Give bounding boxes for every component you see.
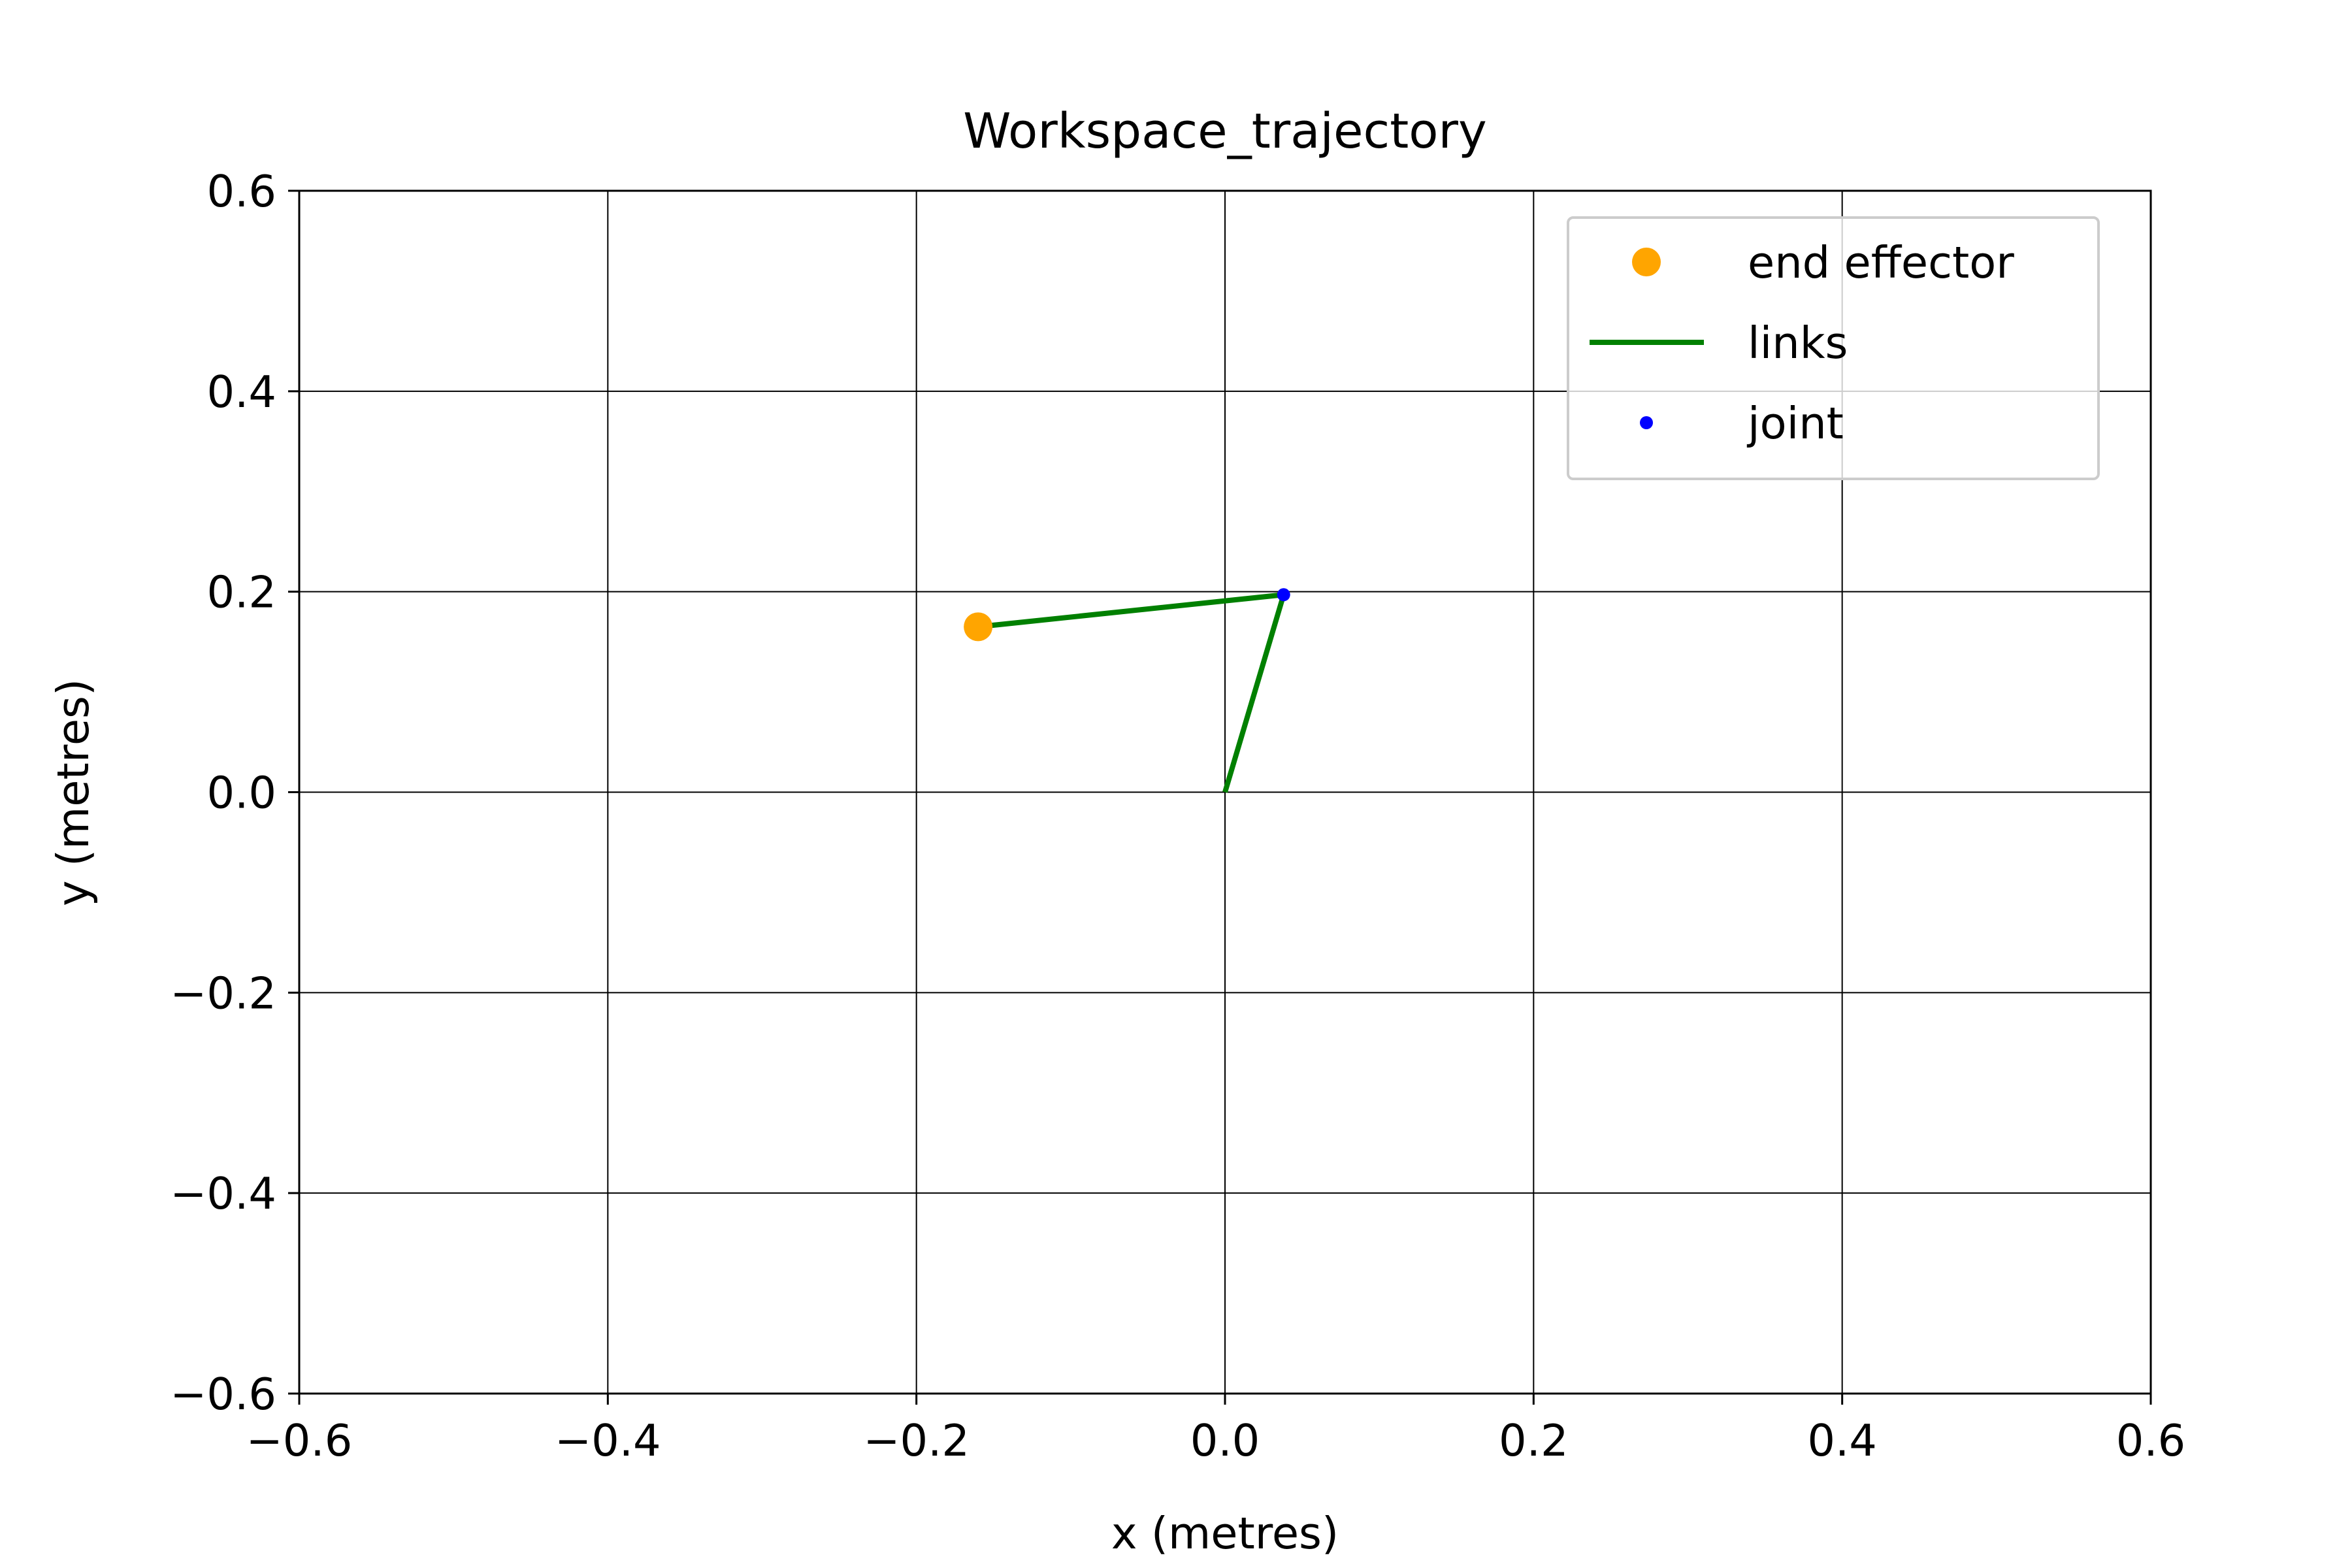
legend: end effector links joint <box>1567 216 2100 480</box>
y-tick-label: 0.6 <box>206 166 276 217</box>
x-tick-label: 0.4 <box>1807 1415 1877 1466</box>
legend-end-effector-swatch <box>1632 248 1661 276</box>
x-tick-label: 0.0 <box>1190 1415 1260 1466</box>
chart-title: Workspace_trajectory <box>963 103 1487 159</box>
y-tick-label: 0.0 <box>206 768 276 819</box>
legend-links-label: links <box>1748 318 1848 368</box>
x-tick-label: −0.4 <box>555 1415 661 1466</box>
series-joint-point <box>1277 588 1290 602</box>
legend-joint-swatch <box>1640 416 1653 429</box>
legend-joint-label: joint <box>1746 398 1844 449</box>
legend-end-effector-label: end effector <box>1748 237 2014 288</box>
y-tick-label: 0.4 <box>206 367 276 417</box>
y-axis-label: y (metres) <box>48 679 99 906</box>
y-tick-label: 0.2 <box>206 567 276 618</box>
x-axis-label: x (metres) <box>1111 1508 1339 1559</box>
x-tick-label: 0.6 <box>2116 1415 2186 1466</box>
y-tick-label: −0.6 <box>170 1369 276 1420</box>
legend-box <box>1567 216 2100 480</box>
plot-series <box>964 588 1290 793</box>
axis-ticks: −0.6 −0.4 −0.2 0.0 0.2 0.4 0.6 −0.6 −0.4 −0.2 0.0 0… <box>170 166 2185 1466</box>
y-tick-label: −0.2 <box>170 968 276 1019</box>
y-tick-label: −0.4 <box>170 1168 276 1219</box>
series-end-effector-point <box>964 612 993 642</box>
x-tick-label: −0.6 <box>246 1415 353 1466</box>
x-tick-label: −0.2 <box>863 1415 970 1466</box>
x-tick-label: 0.2 <box>1499 1415 1569 1466</box>
